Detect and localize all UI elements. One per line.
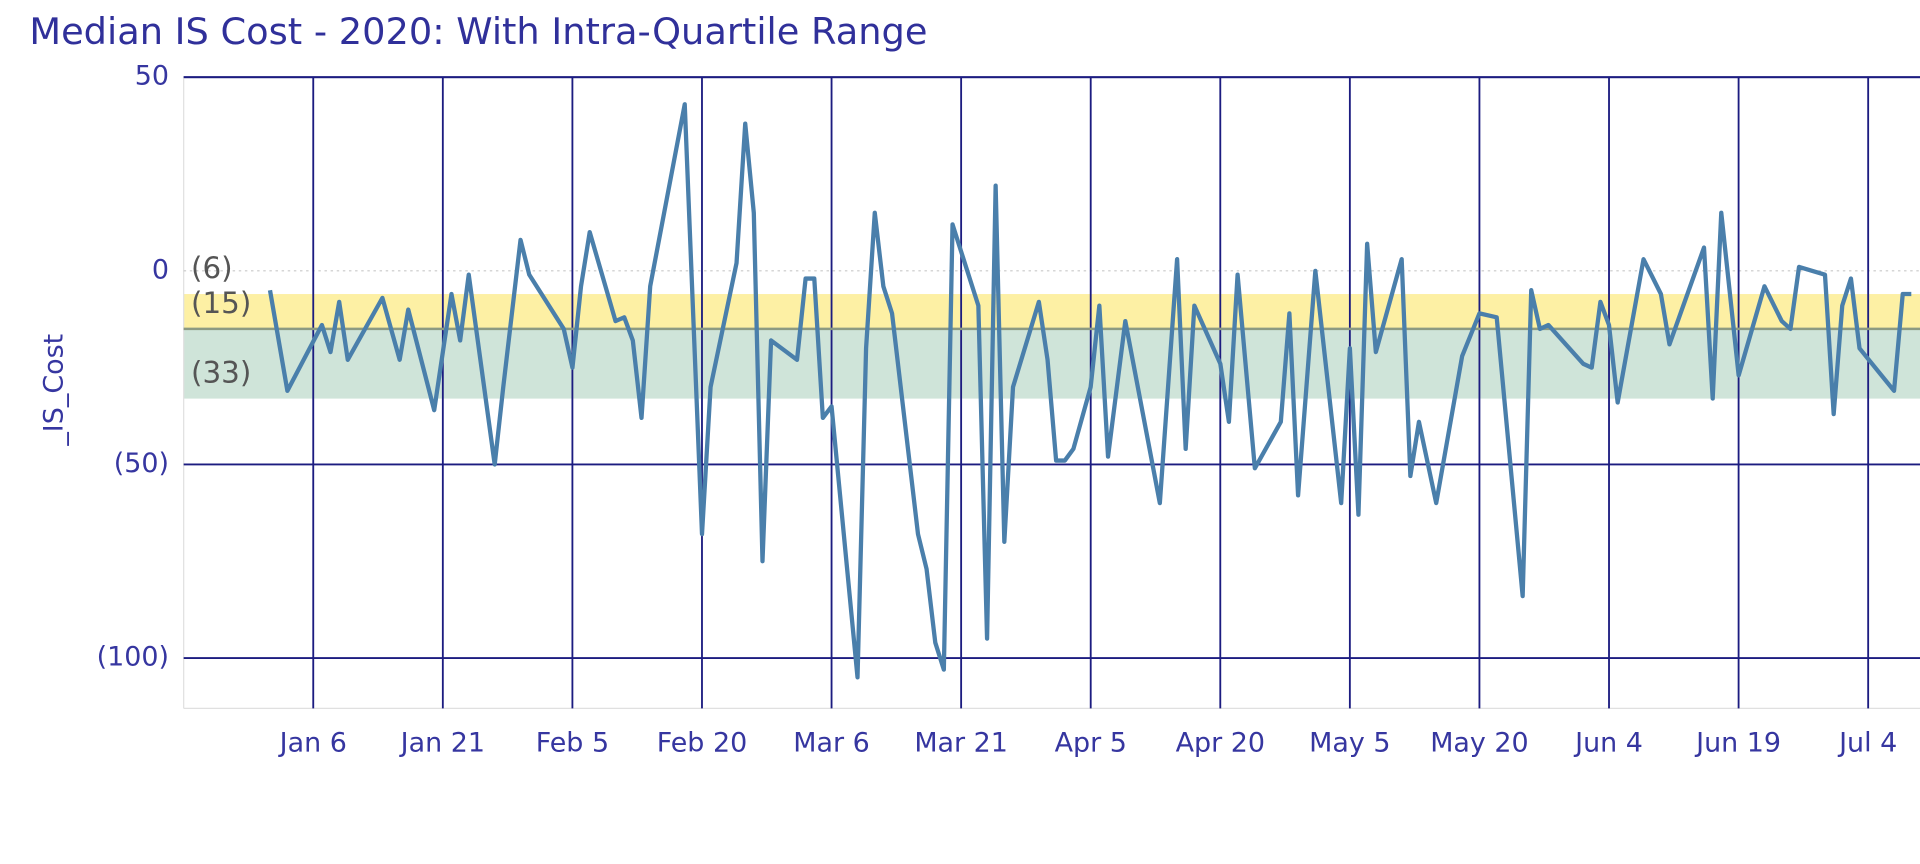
reference-band	[183, 294, 1920, 329]
y-tick-label: (50)	[114, 448, 169, 479]
reference-label: (6)	[191, 251, 233, 285]
series-line	[267, 102, 1912, 680]
x-tick-label: Jun 4	[1573, 727, 1643, 758]
y-axis-label: _IS_Cost	[39, 334, 70, 447]
x-tick-label: Apr 5	[1055, 727, 1127, 758]
x-tick-label: Apr 20	[1176, 727, 1265, 758]
x-tick-label: Mar 6	[793, 727, 869, 758]
x-tick-label: Feb 5	[536, 727, 609, 758]
x-tick-label: Mar 21	[914, 727, 1008, 758]
chart-title: Median IS Cost - 2020: With Intra-Quarti…	[29, 10, 927, 53]
x-tick-label: Feb 20	[657, 727, 748, 758]
y-tick-label: 50	[135, 61, 169, 92]
x-tick-label: Jan 21	[399, 727, 485, 758]
reference-label: (15)	[191, 286, 251, 320]
x-tick-label: Jul 4	[1837, 727, 1897, 758]
y-tick-label: (100)	[97, 642, 169, 673]
y-tick-label: 0	[152, 254, 169, 285]
x-tick-label: Jun 19	[1694, 727, 1781, 758]
x-tick-label: May 20	[1430, 727, 1528, 758]
x-tick-label: May 5	[1309, 727, 1390, 758]
x-tick-label: Jan 6	[278, 727, 347, 758]
reference-label: (33)	[191, 356, 251, 390]
